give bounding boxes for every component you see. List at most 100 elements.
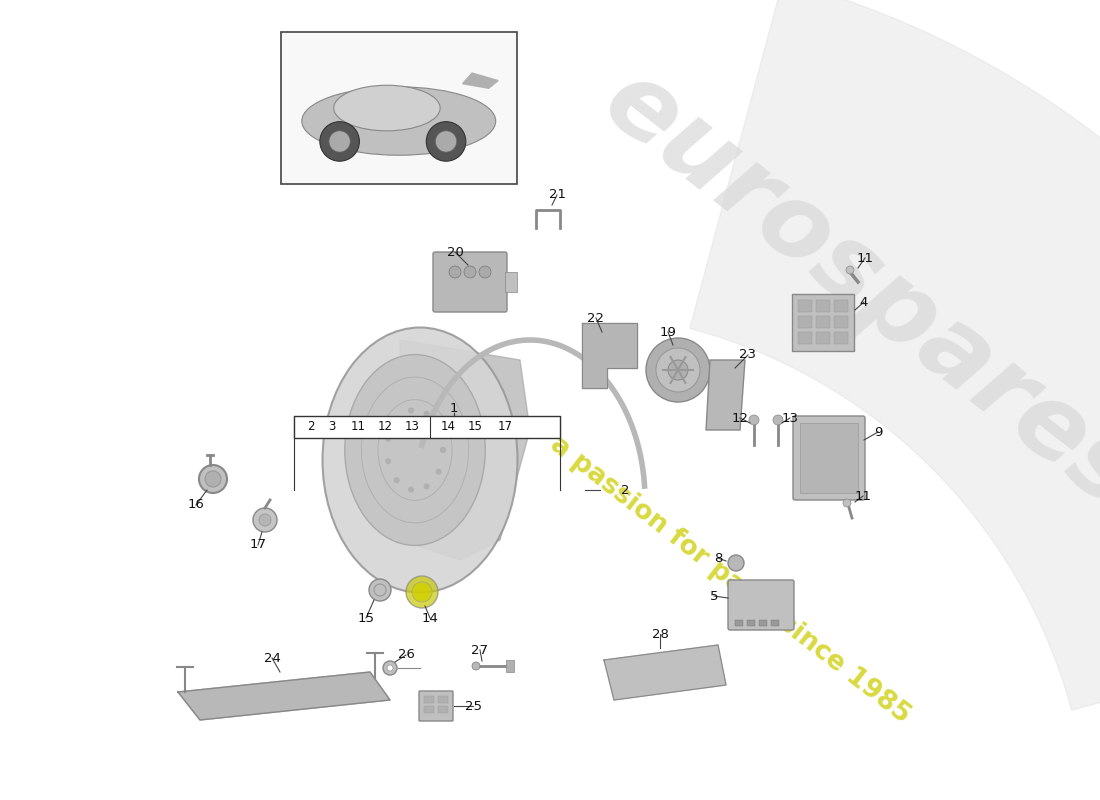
- Bar: [438, 696, 448, 703]
- Bar: [424, 696, 434, 703]
- Text: 13: 13: [405, 421, 419, 434]
- Text: 14: 14: [421, 611, 439, 625]
- Circle shape: [412, 582, 432, 602]
- Circle shape: [253, 508, 277, 532]
- Bar: [735, 620, 743, 626]
- Text: 26: 26: [397, 649, 415, 662]
- Text: 19: 19: [660, 326, 676, 338]
- Circle shape: [749, 415, 759, 425]
- Ellipse shape: [322, 327, 517, 593]
- Bar: [505, 272, 517, 292]
- Text: 28: 28: [651, 627, 669, 641]
- Ellipse shape: [344, 354, 485, 546]
- Circle shape: [385, 458, 392, 464]
- Circle shape: [436, 426, 441, 431]
- Circle shape: [646, 338, 710, 402]
- Circle shape: [843, 499, 851, 507]
- Text: 9: 9: [873, 426, 882, 438]
- Circle shape: [440, 447, 446, 453]
- Bar: [834, 300, 848, 312]
- Text: 1: 1: [450, 402, 459, 414]
- Circle shape: [394, 417, 399, 422]
- Circle shape: [368, 579, 390, 601]
- FancyBboxPatch shape: [792, 294, 854, 351]
- Circle shape: [387, 665, 393, 671]
- Bar: [798, 332, 812, 344]
- FancyBboxPatch shape: [419, 691, 453, 721]
- Circle shape: [424, 410, 430, 417]
- Polygon shape: [400, 340, 530, 560]
- Bar: [798, 316, 812, 328]
- Text: 25: 25: [464, 699, 482, 713]
- Text: 13: 13: [781, 411, 799, 425]
- Bar: [424, 706, 434, 713]
- Text: a passion for parts since 1985: a passion for parts since 1985: [544, 431, 915, 729]
- Text: 2: 2: [307, 421, 315, 434]
- Text: 17: 17: [250, 538, 266, 551]
- Circle shape: [385, 436, 392, 442]
- Bar: [280, 32, 517, 184]
- Polygon shape: [706, 360, 745, 430]
- Circle shape: [436, 469, 441, 474]
- Text: 24: 24: [264, 651, 280, 665]
- Circle shape: [436, 131, 456, 152]
- Circle shape: [394, 478, 399, 483]
- Circle shape: [383, 661, 397, 675]
- FancyBboxPatch shape: [433, 252, 507, 312]
- Polygon shape: [604, 645, 726, 700]
- Text: 11: 11: [857, 251, 873, 265]
- Bar: [771, 620, 779, 626]
- Bar: [798, 300, 812, 312]
- FancyBboxPatch shape: [793, 416, 865, 500]
- Text: 17: 17: [497, 421, 513, 434]
- Bar: [834, 332, 848, 344]
- Text: 15: 15: [358, 611, 374, 625]
- Circle shape: [656, 348, 700, 392]
- Text: 11: 11: [855, 490, 871, 502]
- Circle shape: [427, 122, 465, 162]
- Bar: [294, 416, 560, 438]
- Circle shape: [406, 576, 438, 608]
- Text: 3: 3: [328, 421, 336, 434]
- Ellipse shape: [301, 87, 496, 155]
- Text: 11: 11: [351, 421, 365, 434]
- Bar: [816, 332, 831, 344]
- Text: 27: 27: [472, 643, 488, 657]
- Circle shape: [258, 514, 271, 526]
- Bar: [759, 620, 767, 626]
- Circle shape: [408, 486, 414, 493]
- Polygon shape: [582, 323, 637, 388]
- Text: 12: 12: [732, 411, 748, 425]
- Text: 12: 12: [377, 421, 393, 434]
- Bar: [506, 660, 514, 672]
- Bar: [834, 316, 848, 328]
- Text: 16: 16: [188, 498, 205, 511]
- Text: 20: 20: [447, 246, 463, 258]
- Circle shape: [464, 266, 476, 278]
- Circle shape: [773, 415, 783, 425]
- Text: 14: 14: [440, 421, 455, 434]
- Bar: [438, 706, 448, 713]
- FancyBboxPatch shape: [800, 423, 858, 493]
- Polygon shape: [690, 0, 1100, 710]
- Circle shape: [478, 266, 491, 278]
- Circle shape: [846, 266, 854, 274]
- Circle shape: [329, 131, 350, 152]
- Circle shape: [199, 465, 227, 493]
- Ellipse shape: [333, 86, 440, 131]
- Text: eurospares: eurospares: [583, 50, 1100, 530]
- Bar: [747, 620, 755, 626]
- Circle shape: [668, 360, 688, 380]
- Text: 8: 8: [714, 551, 723, 565]
- Bar: [816, 316, 831, 328]
- FancyBboxPatch shape: [728, 580, 794, 630]
- Circle shape: [408, 407, 414, 414]
- Circle shape: [472, 662, 480, 670]
- Text: 4: 4: [860, 295, 868, 309]
- Text: 5: 5: [710, 590, 718, 602]
- Text: 21: 21: [549, 189, 565, 202]
- Text: 23: 23: [739, 349, 757, 362]
- Polygon shape: [463, 73, 498, 88]
- Polygon shape: [178, 672, 390, 720]
- Text: 22: 22: [587, 311, 605, 325]
